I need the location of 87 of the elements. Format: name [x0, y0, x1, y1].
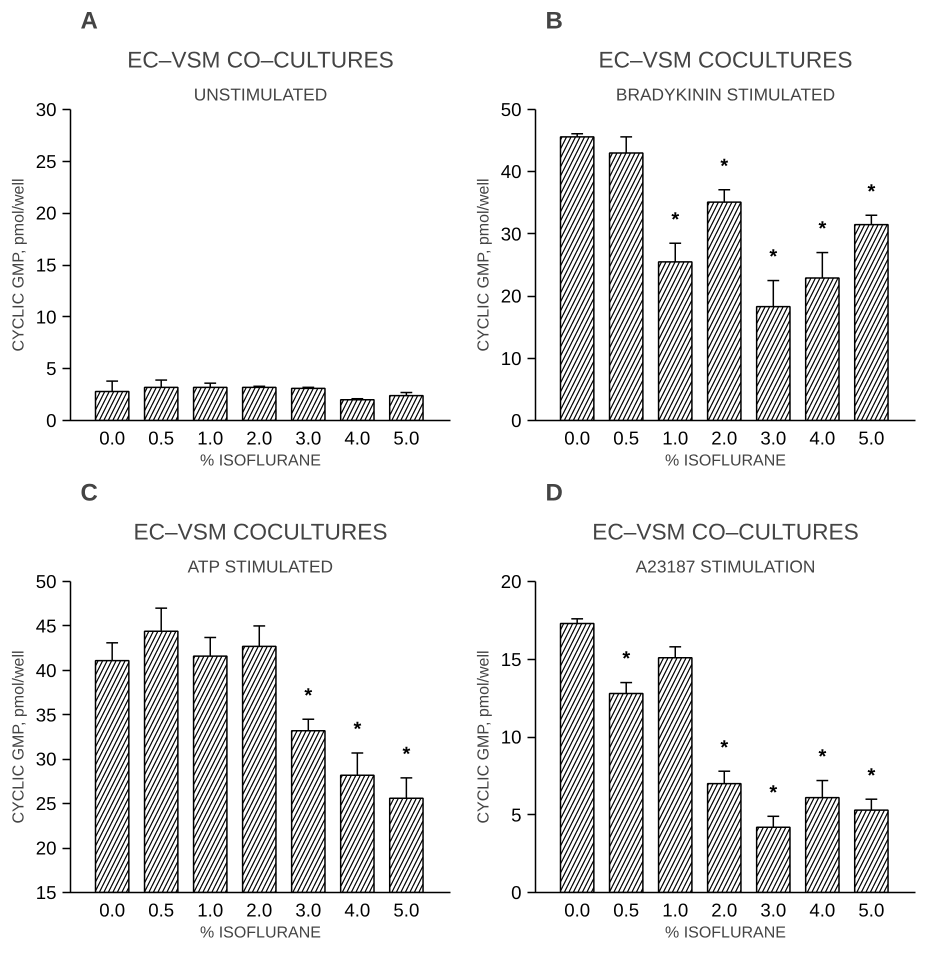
x-tick-label: 3.0 — [760, 900, 786, 920]
data-label: * — [769, 782, 778, 804]
text: B — [546, 8, 563, 34]
y-tick-label: 10 — [36, 306, 57, 328]
x-tick-label: 1.0 — [662, 900, 688, 920]
y-tick-label: 25 — [36, 150, 57, 172]
data-label: * — [818, 746, 826, 768]
x-tick-label: 1.0 — [197, 900, 224, 920]
y-tick-label: 15 — [500, 648, 522, 670]
chart-title: EC–VSM COCULTURES — [134, 518, 388, 544]
data-label: * — [867, 180, 876, 203]
y-tick-label: 20 — [500, 571, 522, 592]
x-axis-title: % ISOFLURANE — [200, 924, 321, 942]
chart-title: EC–VSM COCULTURES — [598, 46, 852, 72]
y-tick-label: 20 — [36, 838, 57, 859]
x-tick-label: 1.0 — [662, 428, 688, 448]
y-tick-label: 25 — [36, 793, 57, 814]
x-tick-label: 1.0 — [197, 428, 224, 448]
data-label: * — [622, 648, 630, 670]
x-axis-title: % ISOFLURANE — [200, 452, 321, 470]
y-tick-label: 50 — [500, 99, 522, 120]
x-tick-label: 2.0 — [246, 428, 272, 448]
data-label: * — [769, 246, 778, 268]
x-tick-label: 0.0 — [99, 900, 126, 920]
x-tick-label: 0.5 — [613, 900, 640, 920]
x-tick-label: 0.5 — [613, 428, 640, 448]
y-tick-label: 5 — [511, 804, 522, 826]
data-label: * — [304, 684, 312, 707]
y-tick-label: 30 — [500, 223, 522, 244]
x-tick-label: 4.0 — [344, 428, 370, 448]
chart-title: EC–VSM CO–CULTURES — [592, 518, 859, 544]
y-axis-title: CYCLIC GMP, pmol/well — [476, 178, 493, 352]
x-tick-label: 5.0 — [858, 900, 884, 920]
y-tick-label: 35 — [36, 704, 57, 726]
x-axis-title: % ISOFLURANE — [665, 924, 786, 942]
data-label: * — [671, 208, 680, 231]
x-tick-label: 0.0 — [564, 900, 590, 920]
y-tick-label: 20 — [36, 202, 57, 224]
data-label: * — [720, 155, 728, 178]
chart-subtitle: BRADYKININ STIMULATED — [616, 84, 836, 104]
y-tick-label: 30 — [36, 748, 57, 770]
x-tick-label: 2.0 — [711, 428, 738, 448]
chart-subtitle: A23187 STIMULATION — [636, 556, 816, 576]
x-tick-label: 4.0 — [809, 900, 836, 920]
y-tick-label: 40 — [36, 660, 57, 681]
x-tick-label: 5.0 — [393, 428, 420, 448]
text: D — [546, 480, 563, 506]
y-tick-label: 20 — [500, 286, 522, 307]
x-tick-label: 0.0 — [99, 428, 126, 448]
x-tick-label: 3.0 — [760, 428, 786, 448]
chart-title: EC–VSM CO–CULTURES — [127, 46, 394, 72]
y-axis-title: CYCLIC GMP, pmol/well — [10, 178, 28, 352]
x-tick-label: 3.0 — [295, 428, 322, 448]
x-tick-label: 0.5 — [148, 900, 174, 920]
data-label: * — [353, 718, 362, 741]
y-tick-label: 10 — [500, 726, 522, 748]
x-tick-label: 4.0 — [809, 428, 836, 448]
x-tick-label: 5.0 — [393, 900, 420, 920]
data-label: * — [867, 764, 876, 787]
y-tick-label: 0 — [46, 410, 57, 431]
y-axis-title: CYCLIC GMP, pmol/well — [476, 650, 493, 824]
data-label: * — [818, 218, 826, 240]
y-tick-label: 30 — [36, 99, 57, 120]
x-axis-title: % ISOFLURANE — [665, 452, 786, 470]
y-tick-label: 45 — [36, 615, 57, 636]
y-tick-label: 0 — [511, 882, 522, 903]
x-tick-label: 5.0 — [858, 428, 884, 448]
x-tick-label: 2.0 — [246, 900, 272, 920]
y-tick-label: 10 — [500, 348, 522, 369]
x-tick-label: 0.5 — [148, 428, 174, 448]
y-axis-title: CYCLIC GMP, pmol/well — [10, 650, 28, 824]
y-tick-label: 15 — [36, 254, 57, 276]
x-tick-label: 3.0 — [295, 900, 322, 920]
x-tick-label: 2.0 — [711, 900, 738, 920]
x-tick-label: 4.0 — [344, 900, 370, 920]
text: A — [80, 8, 98, 34]
y-tick-label: 0 — [511, 410, 522, 431]
text: C — [80, 480, 98, 506]
y-tick-label: 50 — [36, 571, 57, 592]
y-tick-label: 5 — [46, 358, 57, 380]
y-tick-label: 15 — [36, 882, 57, 903]
chart-subtitle: UNSTIMULATED — [194, 84, 328, 104]
data-label: * — [720, 736, 728, 759]
x-tick-label: 0.0 — [564, 428, 590, 448]
data-label: * — [402, 743, 410, 766]
chart-subtitle: ATP STIMULATED — [188, 556, 334, 576]
y-tick-label: 40 — [500, 161, 522, 182]
